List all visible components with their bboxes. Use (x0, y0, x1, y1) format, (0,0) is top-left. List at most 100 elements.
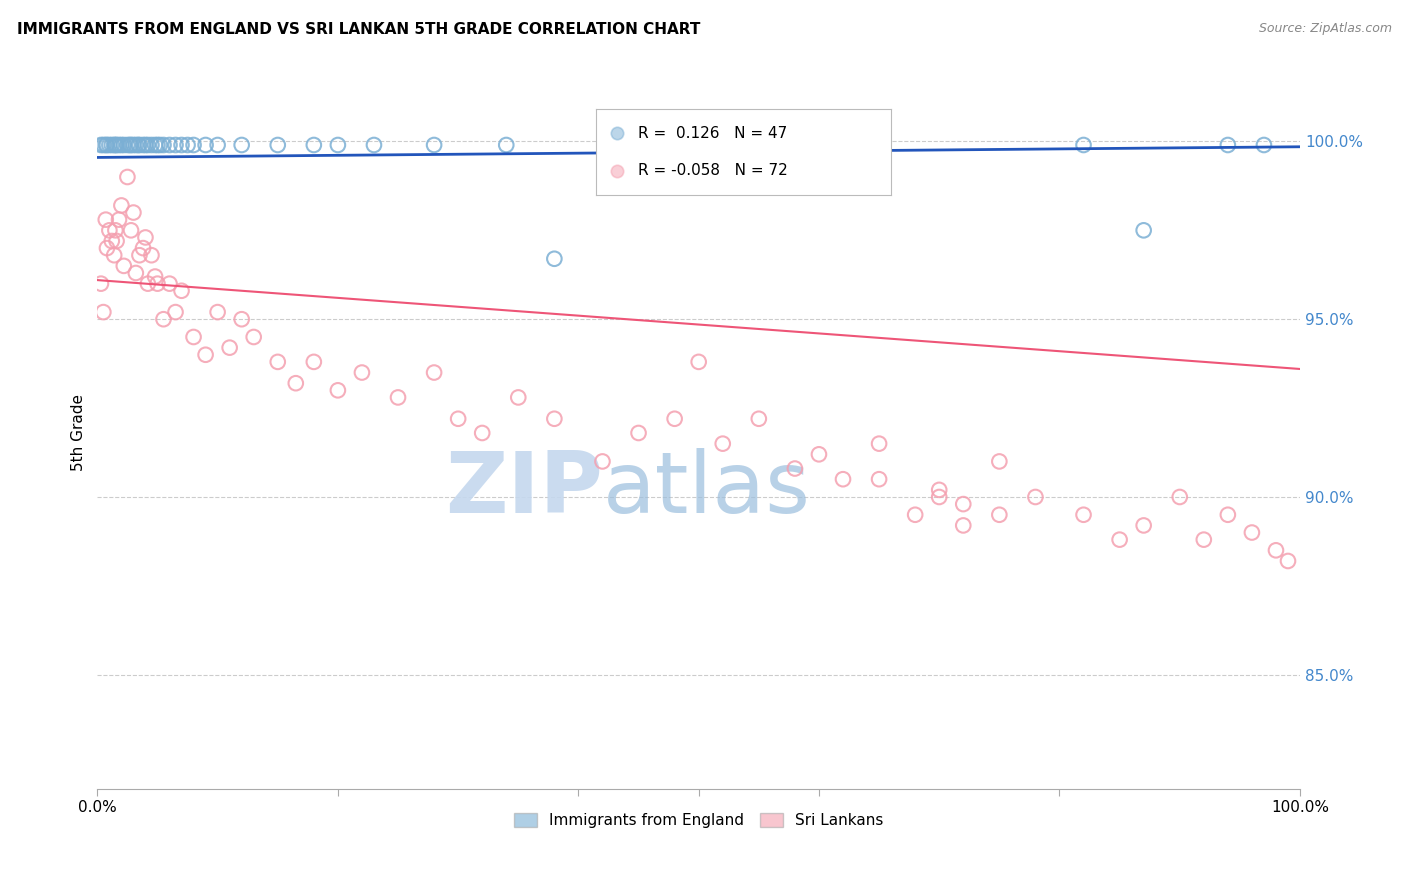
Point (471, 425, 494, 440)
Point (495, 138, 517, 153)
Point (183, 138, 205, 153)
Point (1216, 138, 1239, 153)
Point (96, 241, 118, 255)
Point (101, 234, 124, 248)
Point (1073, 138, 1095, 153)
Point (165, 305, 187, 319)
Point (108, 138, 131, 153)
Point (988, 508, 1011, 522)
Point (543, 411, 565, 425)
Point (120, 223, 142, 237)
Point (90, 277, 112, 291)
Point (231, 312, 253, 326)
Point (146, 277, 169, 291)
Point (170, 138, 193, 153)
Point (688, 355, 710, 369)
Point (122, 138, 145, 153)
Point (284, 376, 307, 391)
Point (207, 138, 229, 153)
Point (93, 305, 115, 319)
Point (1253, 138, 1275, 153)
Point (98, 223, 121, 237)
Point (117, 169, 139, 184)
Point (118, 138, 141, 153)
Point (302, 138, 325, 153)
Point (128, 248, 150, 262)
Text: atlas: atlas (603, 449, 810, 532)
Point (423, 138, 446, 153)
Point (508, 391, 530, 405)
Point (104, 138, 127, 153)
Point (988, 454, 1011, 468)
Point (125, 266, 148, 280)
Point (350, 366, 373, 380)
Point (748, 411, 770, 425)
Point (152, 138, 174, 153)
Point (141, 138, 163, 153)
Point (711, 436, 734, 450)
Point (928, 483, 950, 497)
Point (120, 138, 142, 153)
Point (267, 355, 290, 369)
Point (194, 138, 217, 153)
Point (98, 138, 121, 153)
Point (105, 138, 128, 153)
Point (194, 348, 217, 362)
Point (1240, 525, 1263, 540)
Point (93, 138, 115, 153)
Point (207, 305, 229, 319)
Point (146, 138, 169, 153)
Point (101, 138, 124, 153)
Point (134, 230, 156, 244)
Y-axis label: 5th Grade: 5th Grade (72, 394, 86, 472)
Point (242, 330, 264, 344)
Point (783, 461, 806, 475)
Point (1168, 490, 1191, 504)
Point (363, 138, 385, 153)
Point (105, 234, 128, 248)
Point (748, 138, 770, 153)
Point (1108, 533, 1130, 547)
Point (302, 355, 325, 369)
Point (143, 138, 166, 153)
Text: Source: ZipAtlas.com: Source: ZipAtlas.com (1258, 22, 1392, 36)
Point (128, 138, 150, 153)
Legend: Immigrants from England, Sri Lankans: Immigrants from England, Sri Lankans (508, 807, 889, 834)
Point (125, 138, 148, 153)
Point (326, 384, 349, 398)
Point (96, 138, 118, 153)
Point (103, 138, 125, 153)
Point (94, 138, 117, 153)
Point (134, 138, 156, 153)
Point (1277, 554, 1299, 568)
Point (1024, 490, 1046, 504)
Point (103, 248, 125, 262)
Point (122, 205, 145, 219)
Point (170, 284, 193, 298)
Point (1216, 508, 1239, 522)
Point (904, 508, 927, 522)
Point (952, 518, 974, 533)
Point (132, 138, 155, 153)
Point (423, 366, 446, 380)
Point (1073, 508, 1095, 522)
Point (159, 138, 181, 153)
Point (952, 497, 974, 511)
Point (664, 411, 686, 425)
Point (1192, 533, 1215, 547)
Point (832, 472, 855, 486)
Point (112, 259, 135, 273)
Point (90, 138, 112, 153)
Point (218, 341, 240, 355)
Point (1132, 223, 1154, 237)
Point (543, 252, 565, 266)
Point (159, 277, 181, 291)
Point (326, 138, 349, 153)
Point (231, 138, 253, 153)
Point (387, 391, 409, 405)
Point (108, 212, 131, 227)
Point (928, 490, 950, 504)
Point (110, 198, 132, 212)
Point (104, 223, 127, 237)
Point (868, 472, 890, 486)
